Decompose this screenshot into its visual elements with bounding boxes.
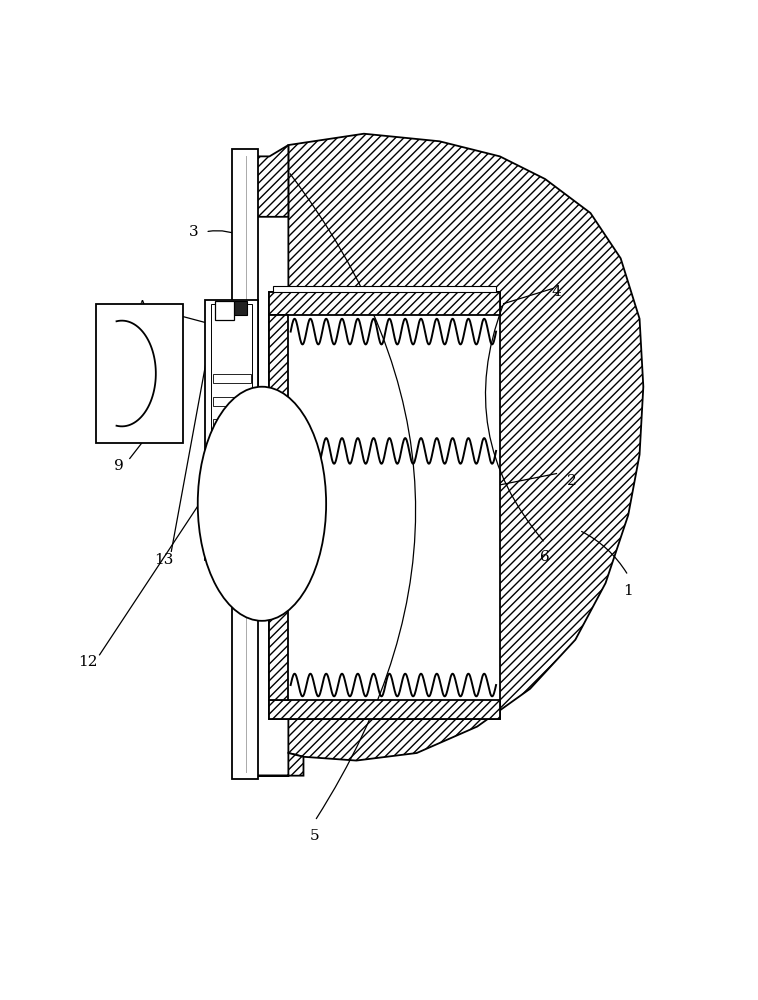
Bar: [274, 286, 496, 292]
Text: 2: 2: [567, 474, 576, 488]
Bar: [213, 374, 251, 383]
Bar: [215, 301, 234, 320]
Bar: [213, 442, 251, 451]
Text: 4: 4: [552, 285, 562, 299]
Bar: [270, 315, 288, 700]
Text: 13: 13: [154, 553, 174, 567]
Polygon shape: [288, 134, 644, 761]
Bar: [288, 296, 500, 700]
Bar: [211, 304, 252, 557]
Bar: [213, 419, 251, 428]
Bar: [270, 292, 500, 719]
Ellipse shape: [198, 387, 326, 621]
Text: A: A: [136, 300, 146, 314]
Bar: [213, 465, 251, 474]
Polygon shape: [243, 145, 288, 217]
Text: 5: 5: [310, 829, 320, 843]
Text: 12: 12: [79, 655, 98, 669]
Text: 3: 3: [190, 225, 199, 239]
Text: 6: 6: [540, 550, 550, 564]
Bar: [270, 700, 500, 719]
Bar: [270, 292, 500, 315]
Polygon shape: [243, 753, 303, 776]
Bar: [230, 301, 247, 315]
Text: 9: 9: [114, 459, 124, 473]
Bar: [213, 510, 251, 519]
Text: 1: 1: [623, 584, 633, 598]
Bar: [213, 487, 251, 496]
Bar: [232, 149, 258, 779]
Bar: [213, 397, 251, 406]
Bar: [213, 529, 251, 538]
Bar: [96, 304, 183, 443]
Bar: [205, 300, 258, 560]
